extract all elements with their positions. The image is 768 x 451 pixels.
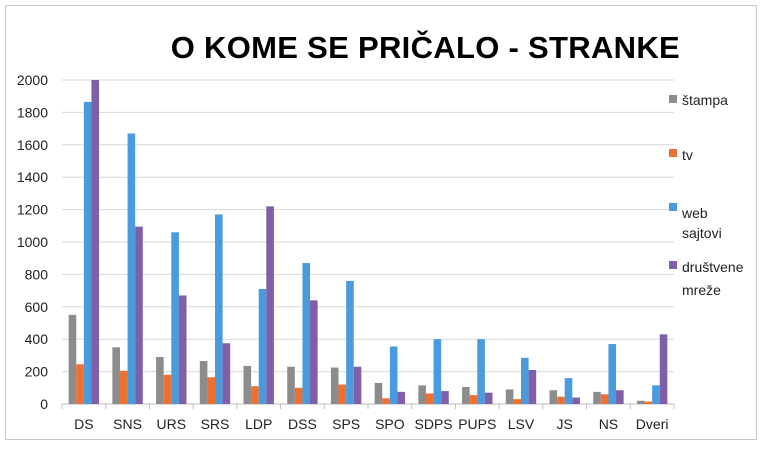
- bar: [528, 369, 537, 404]
- legend-label: društvene: [682, 259, 744, 275]
- x-tick-label: NS: [599, 416, 618, 432]
- bar: [178, 295, 187, 404]
- x-tick-label: SNS: [113, 416, 142, 432]
- y-tick-label: 400: [25, 331, 49, 347]
- bar: [374, 382, 383, 404]
- bar: [462, 386, 470, 404]
- legend-label: tv: [682, 147, 693, 163]
- bars: [68, 80, 668, 405]
- bar: [397, 391, 406, 404]
- bar: [287, 366, 295, 404]
- x-tick-label: LSV: [508, 416, 535, 432]
- bar: [127, 133, 136, 404]
- bar: [330, 367, 339, 404]
- x-tick-label: SPS: [332, 416, 360, 432]
- bar: [346, 280, 354, 404]
- bar: [600, 394, 609, 404]
- y-tick-label: 1600: [17, 137, 48, 153]
- chart-title: O KOME SE PRIČALO - STRANKE: [170, 30, 680, 65]
- x-tick-label: DSS: [288, 416, 317, 432]
- y-tick-label: 0: [40, 396, 48, 412]
- bar: [353, 366, 362, 404]
- legend-swatch: [669, 261, 677, 269]
- bar: [222, 343, 231, 404]
- bar: [549, 390, 558, 404]
- bar: [251, 386, 259, 404]
- x-tick-label: SPO: [375, 416, 405, 432]
- bar: [91, 80, 100, 404]
- bar: [68, 314, 77, 404]
- bar: [616, 390, 624, 404]
- bar: [382, 398, 390, 404]
- bar: [294, 387, 303, 404]
- x-tick-label: URS: [157, 416, 187, 432]
- bar: [135, 226, 143, 404]
- bar: [112, 347, 120, 404]
- legend-swatch: [669, 203, 677, 211]
- bar: [156, 357, 164, 404]
- bar: [572, 397, 580, 404]
- legend-label: sajtovi: [682, 225, 722, 241]
- bar: [484, 392, 493, 404]
- bar: [652, 385, 660, 404]
- bar: [243, 365, 252, 404]
- x-tick-label: SRS: [201, 416, 230, 432]
- legend-swatch: [669, 95, 677, 103]
- bar: [557, 396, 565, 404]
- y-tick-label: 600: [25, 299, 49, 315]
- y-tick-label: 200: [25, 364, 49, 380]
- bar: [433, 339, 442, 404]
- bar: [425, 393, 434, 404]
- bar: [338, 384, 347, 404]
- bar: [199, 361, 208, 404]
- y-tick-label: 1200: [17, 202, 48, 218]
- bar: [266, 206, 274, 404]
- legend-swatch: [669, 149, 677, 157]
- bar: [389, 346, 398, 404]
- bar: [207, 377, 215, 404]
- x-tick-label: Dveri: [636, 416, 669, 432]
- y-tick-label: 1400: [17, 169, 48, 185]
- bar: [513, 399, 521, 404]
- y-tick-label: 800: [25, 266, 49, 282]
- legend-label: web: [681, 205, 708, 221]
- x-tick-label: PUPS: [458, 416, 496, 432]
- legend: štampa tv web sajtovi društvene mreže: [669, 92, 744, 298]
- bar: [659, 334, 668, 404]
- x-tick-label: DS: [74, 416, 93, 432]
- bar: [258, 288, 267, 404]
- bar: [310, 300, 318, 404]
- bar: [441, 391, 449, 404]
- y-tick-label: 1800: [17, 104, 48, 120]
- bar: [119, 370, 128, 404]
- gridlines: [62, 79, 674, 405]
- legend-label: štampa: [682, 92, 728, 108]
- bar: [163, 374, 172, 404]
- bar: [83, 101, 92, 405]
- x-tick-label: LDP: [245, 416, 272, 432]
- bar: [644, 401, 653, 404]
- bar: [76, 364, 84, 404]
- bar: [636, 400, 645, 404]
- legend-label: mreže: [682, 282, 721, 298]
- x-axis-ticks: DS SNS URS SRS LDP DSS SPS SPO SDPS PUPS LSV JS NS Dv…: [61, 404, 675, 432]
- bar: [469, 395, 478, 404]
- bar: [505, 389, 514, 404]
- y-axis-ticks: 0 200 400 600 800 1000 1200 1400 1600 1800 2000: [17, 72, 48, 412]
- bar: [302, 263, 311, 404]
- bar: [521, 357, 529, 404]
- x-tick-label: SDPS: [415, 416, 453, 432]
- bar: [608, 344, 617, 404]
- y-tick-label: 1000: [17, 234, 48, 250]
- bar: [593, 391, 601, 404]
- bar: [215, 214, 223, 404]
- bar: [477, 339, 485, 404]
- bar: [564, 378, 573, 404]
- bar: [418, 385, 426, 404]
- x-tick-label: JS: [557, 416, 573, 432]
- bar: [171, 232, 179, 404]
- y-tick-label: 2000: [17, 72, 48, 88]
